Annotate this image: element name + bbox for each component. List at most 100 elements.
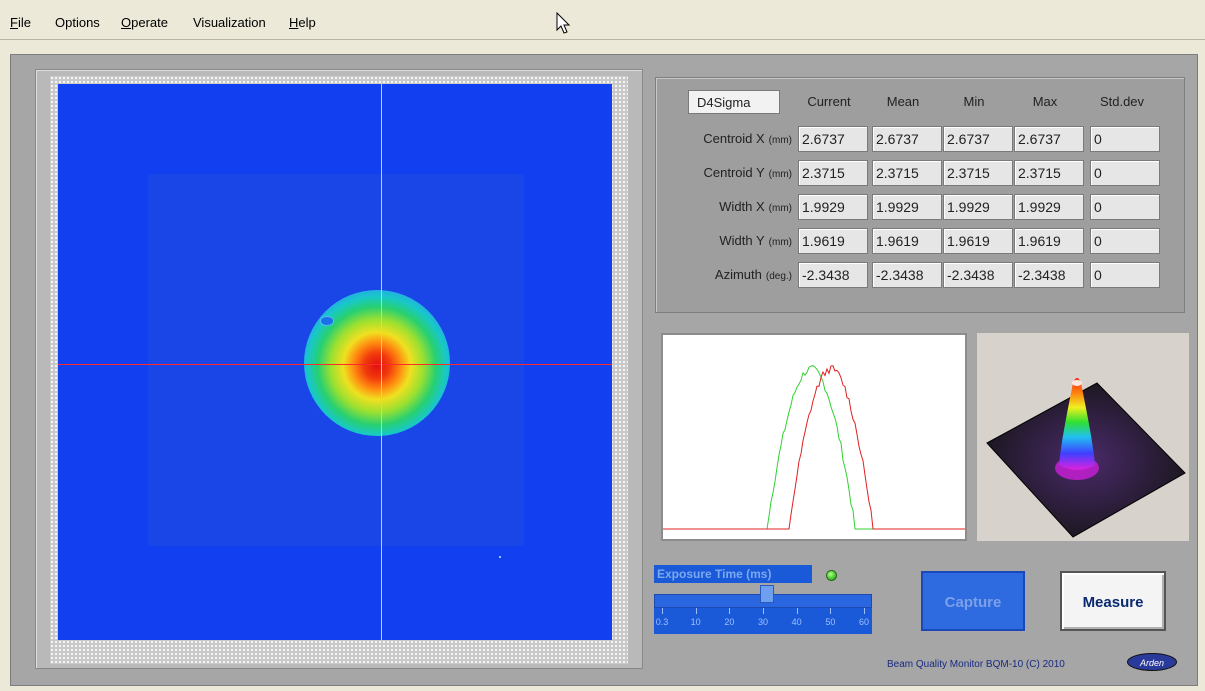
stat-cell: 2.6737: [872, 126, 942, 152]
menu-help[interactable]: Help: [289, 15, 316, 30]
main-panel: D4Sigma Current Mean Min Max Std.dev Cen…: [10, 54, 1198, 686]
stat-cell: 1.9619: [1014, 228, 1084, 254]
peak-tip: [1072, 380, 1082, 386]
status-led-icon: [826, 570, 837, 581]
measure-button[interactable]: Measure: [1060, 571, 1166, 631]
row-label: Width X (mm): [656, 199, 792, 214]
menu-operate-mnemonic: O: [121, 15, 132, 30]
row-label-unit: (mm): [768, 169, 792, 180]
arden-logo: Arden: [1127, 653, 1177, 671]
row-label: Centroid X (mm): [656, 131, 792, 146]
exposure-time-label: Exposure Time (ms): [654, 565, 812, 583]
row-label: Width Y (mm): [656, 233, 792, 248]
copyright-text: Beam Quality Monitor BQM-10 (C) 2010: [887, 659, 1065, 670]
menu-bar: File Options Operate Visualization Help: [0, 0, 1205, 40]
stat-cell: 1.9619: [798, 228, 868, 254]
stat-cell: 2.6737: [943, 126, 1013, 152]
stat-cell: 0: [1090, 262, 1160, 288]
stat-cell: 2.3715: [798, 160, 868, 186]
peak-cone: [1059, 378, 1095, 470]
exposure-tick-label: 20: [724, 617, 735, 627]
row-label-unit: (mm): [768, 237, 792, 248]
row-label: Azimuth (deg.): [656, 267, 792, 282]
stat-cell: 0: [1090, 228, 1160, 254]
column-header-max: Max: [1032, 94, 1058, 109]
menu-options-label: Options: [55, 15, 100, 30]
stat-cell: 2.3715: [1014, 160, 1084, 186]
stat-cell: 0: [1090, 160, 1160, 186]
beam-profile-plot: [661, 333, 967, 541]
beam-3d-view[interactable]: [977, 333, 1189, 541]
menu-visualization[interactable]: Visualization: [193, 15, 266, 30]
exposure-tick: [695, 608, 697, 614]
stat-cell: -2.3438: [798, 262, 868, 288]
row-label-unit: (mm): [768, 135, 792, 146]
stat-cell: 1.9929: [872, 194, 942, 220]
stat-cell: 1.9619: [943, 228, 1013, 254]
stat-cell: -2.3438: [943, 262, 1013, 288]
exposure-tick: [729, 608, 731, 614]
exposure-tick: [662, 608, 663, 614]
stat-cell: 2.6737: [1014, 126, 1084, 152]
stat-cell: 2.3715: [872, 160, 942, 186]
exposure-tick: [796, 608, 798, 614]
column-header-stddev: Std.dev: [1099, 94, 1145, 109]
exposure-tick-label: 0.3: [655, 617, 669, 627]
stat-cell: 2.6737: [798, 126, 868, 152]
beam-image[interactable]: [58, 84, 612, 640]
arden-logo-text: Arden: [1139, 658, 1165, 668]
row-label-unit: (deg.): [765, 271, 792, 282]
row-label-text: Width X: [719, 199, 765, 214]
exposure-tick-label: 60: [858, 617, 869, 627]
row-label-text: Centroid Y: [703, 165, 765, 180]
menu-help-mnemonic: H: [289, 15, 299, 30]
pixel-speck: [499, 556, 501, 558]
statistics-table: D4Sigma Current Mean Min Max Std.dev Cen…: [655, 77, 1185, 313]
column-header-min: Min: [963, 94, 985, 109]
row-label-text: Centroid X: [703, 131, 765, 146]
menu-options[interactable]: Options: [55, 15, 100, 30]
capture-button[interactable]: Capture: [921, 571, 1025, 631]
profile-x-line: [663, 365, 965, 530]
menu-operate-label: perate: [131, 15, 168, 30]
menu-file-mnemonic: F: [10, 15, 18, 30]
stat-cell: -2.3438: [872, 262, 942, 288]
mouse-pointer-icon: [556, 12, 571, 34]
column-header-mean: Mean: [886, 94, 920, 109]
exposure-tick-label: 10: [690, 617, 701, 627]
method-selector[interactable]: D4Sigma: [688, 90, 780, 114]
menu-file[interactable]: File: [10, 15, 31, 30]
camera-frame: [35, 69, 643, 669]
menu-operate[interactable]: Operate: [121, 15, 168, 30]
menu-file-label: ile: [17, 15, 31, 30]
exposure-tick: [763, 608, 764, 614]
stat-cell: -2.3438: [1014, 262, 1084, 288]
beam-3d-svg: [986, 378, 1186, 538]
menu-visualization-label: Visualization: [193, 15, 266, 30]
stat-cell: 0: [1090, 126, 1160, 152]
exposure-tick-label: 40: [791, 617, 802, 627]
exposure-tick: [830, 608, 832, 614]
column-header-current: Current: [807, 94, 851, 109]
row-label-text: Azimuth: [714, 267, 762, 282]
stat-cell: 0: [1090, 194, 1160, 220]
crosshair-vertical: [381, 84, 382, 640]
stat-cell: 1.9619: [872, 228, 942, 254]
stat-cell: 1.9929: [943, 194, 1013, 220]
stat-cell: 2.3715: [943, 160, 1013, 186]
exposure-slider-thumb[interactable]: [760, 585, 775, 603]
crosshair-horizontal: [58, 364, 612, 365]
row-label: Centroid Y (mm): [656, 165, 792, 180]
exposure-tick-label: 50: [825, 617, 836, 627]
stat-cell: 1.9929: [1014, 194, 1084, 220]
stat-cell: 1.9929: [798, 194, 868, 220]
beam-artifact: [320, 316, 334, 326]
beam-spot: [304, 290, 450, 436]
exposure-scale: 0.3 10 20 30 40 50 60: [654, 608, 872, 634]
exposure-tick: [864, 608, 865, 614]
row-label-text: Width Y: [719, 233, 765, 248]
menu-help-label: elp: [298, 15, 316, 30]
beam-profile-svg: [663, 365, 965, 530]
exposure-tick-label: 30: [757, 617, 768, 627]
profile-y-line: [663, 365, 965, 530]
